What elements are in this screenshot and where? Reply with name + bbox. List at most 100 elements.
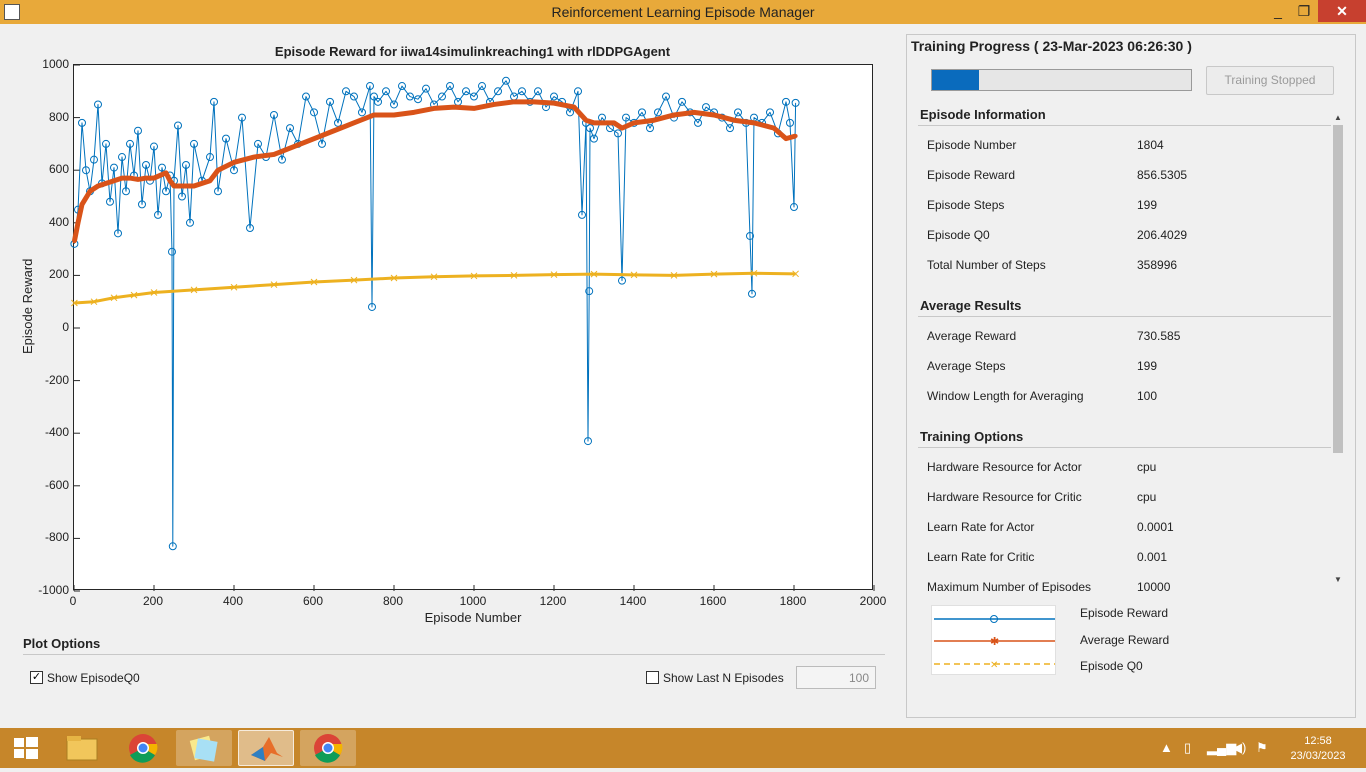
- x-tick-label: 1400: [619, 594, 647, 608]
- episode-reward-point: [746, 231, 754, 240]
- episode-reward-point: [178, 192, 186, 201]
- info-label: Maximum Number of Episodes: [927, 580, 1092, 593]
- episode-reward-point: [406, 92, 414, 101]
- average-reward-point: [492, 102, 496, 107]
- average-reward-point: [292, 144, 296, 149]
- taskbar-file-explorer[interactable]: [54, 730, 110, 766]
- episode-reward-point: [350, 92, 358, 101]
- scroll-down-icon[interactable]: ▼: [1334, 575, 1342, 584]
- legend-episode-q0-marker: ✕: [990, 660, 998, 671]
- taskbar-chrome[interactable]: [115, 730, 171, 766]
- episode-q0-point: [470, 272, 478, 280]
- average-reward-point: [164, 170, 168, 175]
- taskbar-matlab[interactable]: [238, 730, 294, 766]
- training-stopped-button[interactable]: Training Stopped: [1206, 66, 1334, 95]
- episode-q0-point: [350, 276, 358, 284]
- average-reward-point: [332, 128, 336, 133]
- volume-icon[interactable]: ◀): [1232, 740, 1247, 755]
- episode-reward-point: [748, 289, 756, 298]
- training-options-title: Training Options: [920, 429, 1024, 444]
- episode-reward-point: [414, 95, 422, 104]
- average-reward-point: [784, 136, 788, 141]
- minimize-button[interactable]: _: [1274, 3, 1282, 19]
- x-axis-label: Episode Number: [424, 610, 522, 625]
- episode-reward-point: [134, 126, 142, 135]
- episode-reward-point: [94, 100, 102, 109]
- episode-reward-point: [614, 129, 622, 138]
- scroll-up-icon[interactable]: ▲: [1334, 113, 1342, 122]
- episode-reward-point: [566, 108, 574, 117]
- show-last-n-checkbox[interactable]: [646, 671, 659, 684]
- matlab-icon: [251, 737, 283, 761]
- last-n-episodes-input[interactable]: 100: [796, 666, 876, 689]
- episode-q0-point: [550, 271, 558, 278]
- x-tick-label: 0: [69, 594, 77, 608]
- episode-reward-point: [585, 287, 594, 296]
- legend-episode-reward-marker: [990, 615, 998, 623]
- x-tick-label: 600: [302, 594, 324, 608]
- taskbar-clock[interactable]: 12:58 23/03/2023: [1278, 734, 1358, 764]
- episode-q0-point: [430, 273, 438, 281]
- episode-reward-point: [618, 276, 626, 285]
- y-tick-label: 800: [48, 109, 69, 124]
- average-reward-point: [180, 183, 184, 188]
- taskbar-sticky-notes[interactable]: [176, 730, 232, 766]
- taskbar: ▲ ▯ ▂▄▆ ◀) ⚑ 12:58 23/03/2023: [0, 728, 1366, 768]
- info-value: 10000: [1137, 580, 1171, 593]
- scrollbar-thumb[interactable]: [1333, 125, 1343, 453]
- episode-reward-point: [182, 160, 190, 169]
- episode-reward-point: [726, 124, 734, 133]
- average-results-title: Average Results: [920, 298, 1022, 313]
- average-reward-point: [76, 220, 80, 225]
- info-scrollbar[interactable]: ▲ ▼: [1332, 113, 1344, 584]
- episode-q0-point: [130, 291, 138, 299]
- x-tick-label: 1600: [699, 594, 727, 608]
- info-value: 0.001: [1137, 550, 1168, 564]
- average-reward-point: [752, 120, 756, 125]
- episode-q0-point: [310, 278, 318, 286]
- taskbar-chrome-2[interactable]: [300, 730, 356, 766]
- episode-reward-point: [374, 97, 382, 106]
- average-reward-point: [612, 120, 616, 125]
- start-button[interactable]: [2, 730, 48, 766]
- info-label: Learn Rate for Actor: [927, 520, 1035, 534]
- info-value: cpu: [1137, 490, 1157, 504]
- tray-expand-icon[interactable]: ▲: [1160, 740, 1173, 755]
- tray-device-icon[interactable]: ▯: [1184, 740, 1192, 755]
- average-reward-point: [592, 120, 596, 125]
- episode-reward-point: [118, 153, 126, 162]
- y-tick-label: -200: [44, 372, 69, 387]
- episode-reward-point: [210, 97, 218, 106]
- average-reward-point: [208, 178, 212, 183]
- episode-reward-point: [586, 124, 594, 133]
- average-reward-point: [432, 106, 436, 111]
- episode-reward-point: [270, 110, 278, 119]
- show-q0-checkbox[interactable]: ✓: [30, 671, 43, 684]
- episode-reward-point: [791, 98, 800, 107]
- y-tick-label: -800: [44, 530, 69, 545]
- episode-q0-point: [590, 270, 598, 278]
- episode-q0-point: [750, 269, 758, 277]
- episode-reward-point: [246, 224, 254, 233]
- maximize-button[interactable]: ❐: [1297, 3, 1311, 19]
- x-tick-label: 800: [382, 594, 404, 608]
- network-icon[interactable]: ▂▄▆: [1207, 740, 1237, 755]
- average-reward-point: [104, 181, 108, 186]
- close-button[interactable]: ✕: [1318, 0, 1366, 22]
- average-reward-point: [352, 120, 356, 125]
- average-reward-point: [88, 189, 92, 194]
- episode-reward-point: [78, 118, 86, 127]
- average-reward-point: [252, 155, 256, 160]
- episode-reward-point: [162, 187, 170, 196]
- episode-reward-point: [502, 76, 510, 85]
- series-line-1: [71, 99, 797, 242]
- y-tick-label: 400: [48, 214, 69, 229]
- info-scroll-list[interactable]: Episode Information Episode Number 1804 Ep…: [915, 105, 1333, 593]
- average-reward-point: [120, 176, 124, 181]
- episode-q0-point: [670, 272, 678, 279]
- episode-q0-point: [390, 274, 398, 282]
- episode-reward-point: [154, 210, 162, 219]
- axes-box: [70, 64, 875, 592]
- action-center-icon[interactable]: ⚑: [1256, 740, 1268, 755]
- episode-reward-point: [550, 92, 558, 101]
